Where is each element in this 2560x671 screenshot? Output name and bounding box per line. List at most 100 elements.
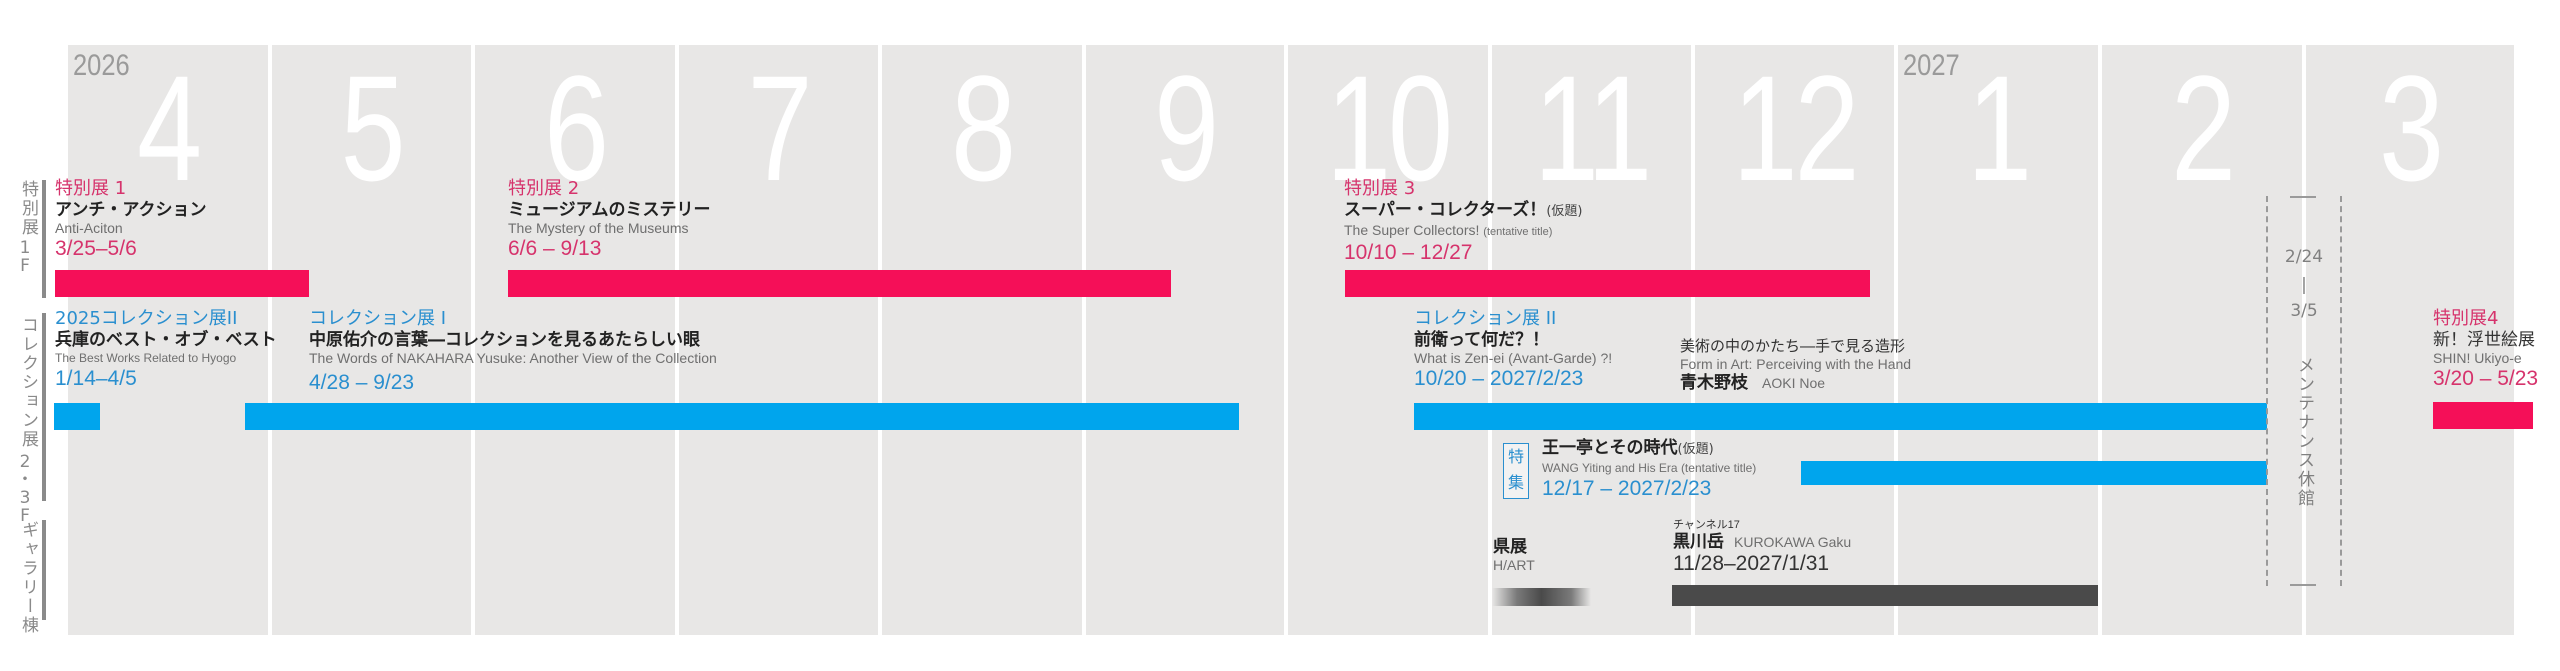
- event-title-en: The Words of NAKAHARA Yusuke: Another Vi…: [309, 350, 717, 366]
- month-column-6: 6: [475, 45, 675, 635]
- month-label: 9: [1154, 44, 1219, 212]
- month-column-4: 2026 4: [68, 45, 268, 635]
- month-column-7: 7: [679, 45, 878, 635]
- event-date: 11/28–2027/1/31: [1673, 552, 1830, 575]
- event-subtitle-ja: 美術の中のかたち―手で見る造形: [1680, 337, 1906, 355]
- event-gallery-kenten[interactable]: 県展 H/ART: [1493, 537, 1535, 574]
- event-date: 1/14–4/5: [55, 367, 137, 390]
- closure-label: メンテナンス休館: [2294, 356, 2314, 508]
- event-special-1[interactable]: 特別展 1 アンチ・アクション Anti-Aciton 3/25–5/6: [55, 178, 206, 261]
- lane-label-special-floor-1: 1: [19, 238, 31, 258]
- month-label: 2: [2171, 44, 2236, 212]
- year-label-2027: 2027: [1903, 49, 1960, 82]
- event-title-ja: 王一亭とその時代: [1542, 438, 1678, 458]
- event-bar-special-1[interactable]: [55, 270, 309, 297]
- event-category: 特別展4: [2433, 308, 2499, 329]
- event-bar-gallery-kenten[interactable]: [1492, 588, 1591, 606]
- event-title-ja: ミュージアムのミステリー: [508, 200, 711, 220]
- event-title-ja: 黒川岳: [1673, 532, 1724, 552]
- lane-label-collection-floor-3: 3: [19, 488, 31, 508]
- event-title-en: What is Zen-ei (Avant-Garde) ?!: [1414, 350, 1613, 366]
- event-bar-collection-2025-ii[interactable]: [54, 403, 100, 430]
- event-title-en: The Best Works Related to Hyogo: [55, 351, 237, 365]
- event-title-note: (仮題): [1677, 442, 1714, 457]
- month-grid: 2026 4 5 6 7 8 9 10 11 12 2027 1 2 3: [68, 45, 2514, 635]
- event-title-ja: 県展: [1493, 537, 1527, 557]
- month-label: 12: [1732, 44, 1860, 212]
- event-date: 4/28 – 9/23: [309, 371, 415, 394]
- month-label: 8: [951, 44, 1016, 212]
- event-title-en-note: (tentative title): [1483, 226, 1553, 238]
- featured-badge-char-2: 集: [1507, 473, 1524, 492]
- event-subtitle-en: Form in Art: Perceiving with the Hand: [1680, 356, 1912, 372]
- month-column-9: 9: [1086, 45, 1284, 635]
- event-collection-ii[interactable]: コレクション展 II 前衛って何だ？！ What is Zen-ei (Avan…: [1414, 308, 1612, 391]
- month-label: 3: [2379, 44, 2444, 212]
- month-column-8: 8: [882, 45, 1082, 635]
- closure-end-date: 3/5: [2290, 301, 2318, 321]
- month-label: 10: [1326, 44, 1453, 212]
- event-date: 3/25–5/6: [55, 237, 137, 260]
- event-title-ja: 新！浮世絵展: [2433, 330, 2535, 350]
- event-bar-special-4[interactable]: [2433, 402, 2533, 429]
- event-title-note: (仮題): [1546, 204, 1583, 219]
- closure-cap-bottom: [2290, 584, 2316, 586]
- lane-label-special-floor-2: F: [20, 256, 30, 276]
- lane-label-collection-floor-1: 2: [19, 452, 31, 472]
- month-label: 1: [1967, 44, 2032, 212]
- event-title-en: SHIN! Ukiyo-e: [2433, 350, 2522, 366]
- event-special-3[interactable]: 特別展 3 スーパー・コレクターズ！(仮題) The Super Collect…: [1344, 178, 1582, 265]
- event-title-ja: スーパー・コレクターズ！: [1344, 200, 1547, 220]
- event-date: 3/20 – 5/23: [2433, 367, 2539, 390]
- artist-name-ja: 青木野枝: [1680, 373, 1748, 393]
- lane-label-collection-text: コレクション展: [18, 315, 38, 449]
- event-gallery-channel-17[interactable]: チャンネル17 黒川岳 KUROKAWA Gaku 11/28–2027/1/31: [1673, 518, 1851, 576]
- event-date: 6/6 – 9/13: [508, 237, 602, 260]
- lane-label-gallery-text: ギャラリー棟: [18, 521, 38, 635]
- event-collection-i[interactable]: コレクション展 I 中原佑介の言葉―コレクションを見るあたらしい眼 The Wo…: [309, 308, 717, 395]
- event-title-en: H/ART: [1493, 557, 1535, 573]
- month-label: 7: [747, 44, 813, 212]
- event-title-en: KUROKAWA Gaku: [1734, 534, 1852, 550]
- event-featured-wang-yiting[interactable]: 王一亭とその時代(仮題) WANG Yiting and His Era (te…: [1542, 438, 1756, 501]
- month-label: 5: [340, 44, 406, 212]
- event-bar-special-3[interactable]: [1345, 270, 1870, 297]
- event-title-en: WANG Yiting and His Era (tentative title…: [1542, 461, 1757, 475]
- month-column-12: 12: [1695, 45, 1894, 635]
- event-special-4[interactable]: 特別展4 新！浮世絵展 SHIN! Ukiyo-e 3/20 – 5/23: [2433, 308, 2538, 391]
- event-category: 2025コレクション展II: [55, 308, 238, 329]
- event-title-en: The Super Collectors!: [1344, 222, 1484, 238]
- event-title-ja: 前衛って何だ？！: [1414, 330, 1550, 350]
- event-date: 10/10 – 12/27: [1344, 241, 1473, 264]
- event-collection-ii-sub[interactable]: 美術の中のかたち―手で見る造形 Form in Art: Perceiving …: [1680, 336, 1911, 393]
- month-column-2: 2: [2102, 45, 2302, 635]
- event-bar-gallery-channel-17[interactable]: [1672, 585, 2098, 606]
- event-special-2[interactable]: 特別展 2 ミュージアムのミステリー The Mystery of the Mu…: [508, 178, 710, 261]
- month-label: 11: [1533, 44, 1652, 212]
- event-bar-collection-ii[interactable]: [1414, 403, 2267, 430]
- event-category: コレクション展 I: [309, 308, 447, 329]
- event-date: 10/20 – 2027/2/23: [1414, 367, 1584, 390]
- event-category: コレクション展 II: [1414, 308, 1557, 329]
- month-column-10: 10: [1288, 45, 1488, 635]
- closure-separator: |: [2301, 275, 2307, 295]
- event-bar-collection-i[interactable]: [245, 403, 1239, 430]
- event-bar-featured-wang-yiting[interactable]: [1801, 461, 2267, 485]
- event-bar-special-2[interactable]: [508, 270, 1171, 297]
- event-title-ja: アンチ・アクション: [55, 200, 207, 220]
- event-category: 特別展 1: [55, 178, 127, 199]
- featured-badge-char-1: 特: [1507, 447, 1524, 466]
- event-category: 特別展 3: [1344, 178, 1416, 199]
- artist-name-en: AOKI Noe: [1762, 375, 1826, 391]
- month-column-1: 2027 1: [1898, 45, 2098, 635]
- event-title-ja: 兵庫のベスト・オブ・ベスト: [55, 330, 277, 350]
- lane-divider-collection: [42, 313, 46, 501]
- event-title-ja: 中原佑介の言葉―コレクションを見るあたらしい眼: [309, 330, 700, 350]
- event-category: 特別展 2: [508, 178, 580, 199]
- lane-divider-special: [42, 180, 46, 298]
- maintenance-closure-box: 2/24 | 3/5 メンテナンス休館: [2266, 196, 2342, 586]
- featured-badge: 特 集: [1503, 443, 1529, 499]
- event-collection-2025-ii[interactable]: 2025コレクション展II 兵庫のベスト・オブ・ベスト The Best Wor…: [55, 308, 277, 391]
- month-column-5: 5: [272, 45, 471, 635]
- lane-label-special-text: 特別展: [18, 179, 38, 237]
